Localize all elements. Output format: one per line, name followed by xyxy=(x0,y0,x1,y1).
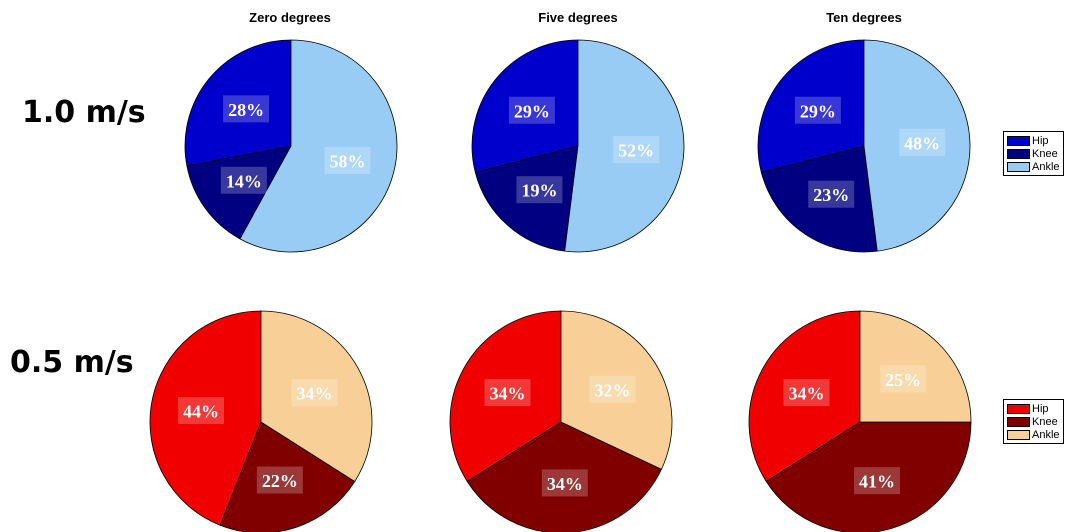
data-label-ankle: 25% xyxy=(885,370,921,390)
legend-item: Knee xyxy=(1007,147,1060,160)
legend-item: Ankle xyxy=(1007,160,1060,173)
data-label-ankle: 48% xyxy=(904,133,940,153)
legend-swatch xyxy=(1007,136,1030,146)
data-label-hip: 29% xyxy=(514,101,550,121)
legend-bottom: Hip Knee Ankle xyxy=(1003,399,1064,444)
legend-label: Hip xyxy=(1032,403,1049,415)
pie-2: 29% 19% 52% xyxy=(472,40,684,252)
pie-4: 44% 22% 34% xyxy=(150,311,372,532)
legend-swatch xyxy=(1007,417,1030,427)
data-label-knee: 23% xyxy=(813,185,849,205)
data-label-ankle: 52% xyxy=(618,141,654,161)
data-label-ankle: 34% xyxy=(296,384,332,404)
legend-label: Knee xyxy=(1032,148,1058,160)
pie-3: 29% 23% 48% xyxy=(758,40,970,252)
legend-item: Knee xyxy=(1007,415,1060,428)
data-label-hip: 34% xyxy=(490,384,526,404)
pie-1: 28% 14% 58% xyxy=(185,40,397,252)
data-label-knee: 34% xyxy=(547,474,583,494)
data-label-ankle: 58% xyxy=(329,151,365,171)
data-label-ankle: 32% xyxy=(595,380,631,400)
legend-swatch xyxy=(1007,404,1030,414)
legend-label: Ankle xyxy=(1032,161,1060,173)
data-label-knee: 41% xyxy=(859,472,895,492)
legend-item: Hip xyxy=(1007,402,1060,415)
data-label-hip: 29% xyxy=(800,101,836,121)
pie-6: 34% 41% 25% xyxy=(749,311,971,532)
legend-swatch xyxy=(1007,162,1030,172)
legend-item: Hip xyxy=(1007,134,1060,147)
data-label-hip: 44% xyxy=(183,402,219,422)
data-label-hip: 34% xyxy=(789,384,825,404)
legend-label: Knee xyxy=(1032,416,1058,428)
data-label-hip: 28% xyxy=(228,100,264,120)
data-label-knee: 19% xyxy=(521,181,557,201)
pie-5: 34% 34% 32% xyxy=(450,311,672,532)
data-label-knee: 22% xyxy=(262,471,298,491)
legend-swatch xyxy=(1007,149,1030,159)
legend-item: Ankle xyxy=(1007,428,1060,441)
legend-label: Hip xyxy=(1032,135,1049,147)
legend-top: Hip Knee Ankle xyxy=(1003,131,1064,176)
data-label-knee: 14% xyxy=(226,171,262,191)
legend-swatch xyxy=(1007,430,1030,440)
legend-label: Ankle xyxy=(1032,429,1060,441)
